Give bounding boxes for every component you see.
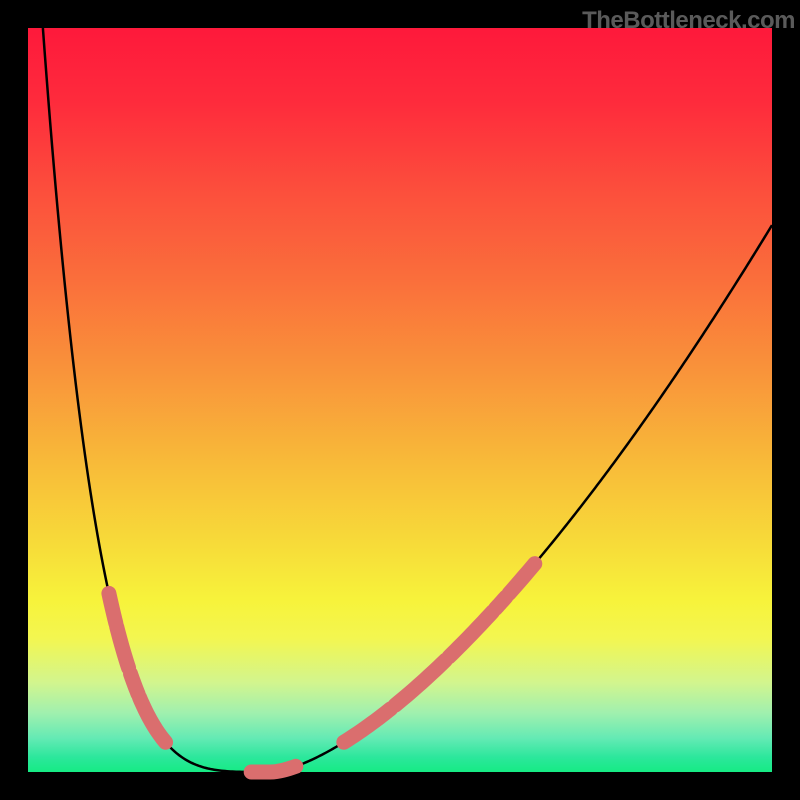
marker-segment-left <box>109 593 116 623</box>
marker-segment-bottom <box>251 766 296 772</box>
chart-background-gradient <box>28 28 772 772</box>
watermark-text: TheBottleneck.com <box>582 7 795 35</box>
